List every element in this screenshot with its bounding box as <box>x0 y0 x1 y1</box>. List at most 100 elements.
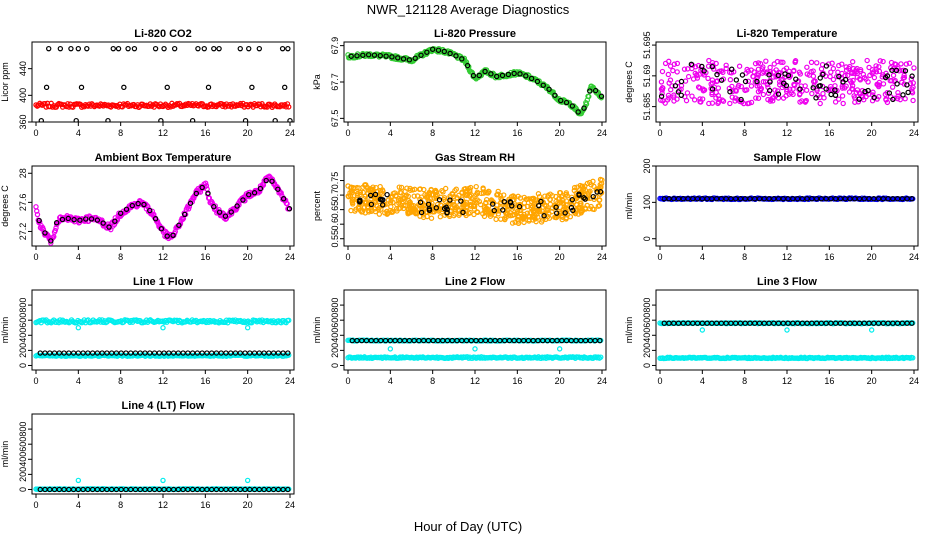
data-point <box>459 190 465 196</box>
x-tick-label: 16 <box>824 376 834 386</box>
data-point <box>836 62 842 69</box>
data-point <box>718 77 725 83</box>
data-point <box>576 191 582 197</box>
x-tick-label: 20 <box>867 128 877 138</box>
data-point <box>511 70 517 77</box>
chart-panel: Sample Flow ml/min 0 4 8 12 16 20 24 0 100 200 <box>624 152 919 262</box>
data-point <box>715 100 721 107</box>
data-point <box>189 117 196 122</box>
data-point <box>597 189 604 195</box>
data-point <box>890 96 896 103</box>
data-point <box>349 196 356 202</box>
data-point <box>817 100 823 107</box>
data-point <box>483 199 489 206</box>
data-point <box>202 180 209 186</box>
data-point <box>447 197 453 203</box>
data-point <box>893 61 899 68</box>
data-point <box>538 219 545 225</box>
data-point <box>373 184 379 191</box>
data-point <box>708 81 714 87</box>
y-tick-label: 0 <box>330 363 340 368</box>
data-point <box>909 320 915 326</box>
data-point <box>771 61 777 67</box>
x-tick-label: 0 <box>657 128 662 138</box>
data-point <box>598 93 605 99</box>
data-point <box>813 95 819 101</box>
data-point <box>461 55 468 62</box>
x-tick-label: 16 <box>512 376 522 386</box>
data-point <box>910 84 916 90</box>
data-point <box>760 91 767 98</box>
data-point <box>441 48 448 55</box>
data-point <box>699 327 706 333</box>
chart-title: Li-820 CO2 <box>134 28 191 40</box>
y-axis-label: kPa <box>312 74 322 90</box>
y-axis-label: ml/min <box>312 317 322 344</box>
data-point <box>38 117 44 122</box>
x-tick-label: 16 <box>200 252 210 262</box>
data-point <box>536 202 542 209</box>
y-tick-label: 440 <box>18 61 28 76</box>
x-tick-label: 16 <box>512 252 522 262</box>
data-point <box>830 65 837 72</box>
data-point <box>770 74 777 80</box>
data-point <box>94 217 101 223</box>
data-point <box>754 71 760 78</box>
data-point <box>412 55 418 61</box>
data-point <box>390 208 396 215</box>
data-point <box>444 210 450 216</box>
data-point <box>790 86 796 92</box>
y-tick-label: 800 <box>330 298 340 313</box>
data-point <box>257 185 264 192</box>
data-point <box>285 486 291 493</box>
data-point <box>57 45 64 52</box>
x-tick-label: 8 <box>118 128 123 138</box>
data-point <box>105 117 111 122</box>
data-point <box>753 95 759 101</box>
data-point <box>467 189 473 195</box>
data-point <box>888 59 895 66</box>
data-point <box>283 104 289 110</box>
data-point <box>900 92 906 98</box>
data-points <box>33 45 293 122</box>
data-point <box>240 197 246 203</box>
data-points <box>33 173 293 246</box>
y-tick-label: 27.6 <box>18 194 28 212</box>
chart-panel: Line 2 Flow ml/min 0 4 8 12 16 20 24 0 20040060080… <box>312 276 607 386</box>
y-tick-label: 200 <box>642 343 652 358</box>
data-point <box>348 207 354 214</box>
data-point <box>890 72 897 79</box>
data-point <box>244 477 251 484</box>
data-point <box>817 75 823 81</box>
data-point <box>901 74 908 81</box>
data-point <box>847 78 854 84</box>
data-point <box>540 82 546 88</box>
data-point <box>84 45 90 52</box>
x-tick-label: 4 <box>700 252 705 262</box>
data-point <box>666 58 672 65</box>
data-point <box>181 211 188 218</box>
x-tick-label: 24 <box>285 500 295 510</box>
data-point <box>125 45 131 52</box>
data-point <box>767 64 773 71</box>
x-tick-label: 4 <box>700 376 705 386</box>
data-point <box>426 207 433 214</box>
data-point <box>437 214 444 220</box>
data-point <box>473 183 479 190</box>
data-point <box>840 100 846 107</box>
data-point <box>203 183 210 189</box>
y-tick-label: 0 <box>18 487 28 492</box>
data-point <box>810 68 816 74</box>
data-point <box>158 117 164 122</box>
data-point <box>812 78 818 84</box>
x-tick-label: 16 <box>824 128 834 138</box>
data-point <box>775 72 782 79</box>
data-point <box>365 52 372 58</box>
data-point <box>195 45 201 52</box>
y-tick-label: 51.695 <box>642 31 652 59</box>
data-point <box>895 89 901 96</box>
data-point <box>68 45 74 52</box>
y-tick-label: 400 <box>18 328 28 343</box>
y-tick-label: 600 <box>330 313 340 328</box>
data-point <box>100 220 106 226</box>
